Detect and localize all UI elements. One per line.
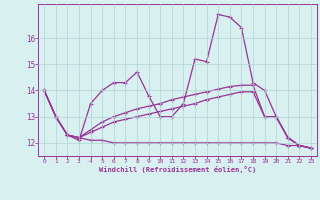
X-axis label: Windchill (Refroidissement éolien,°C): Windchill (Refroidissement éolien,°C) xyxy=(99,166,256,173)
